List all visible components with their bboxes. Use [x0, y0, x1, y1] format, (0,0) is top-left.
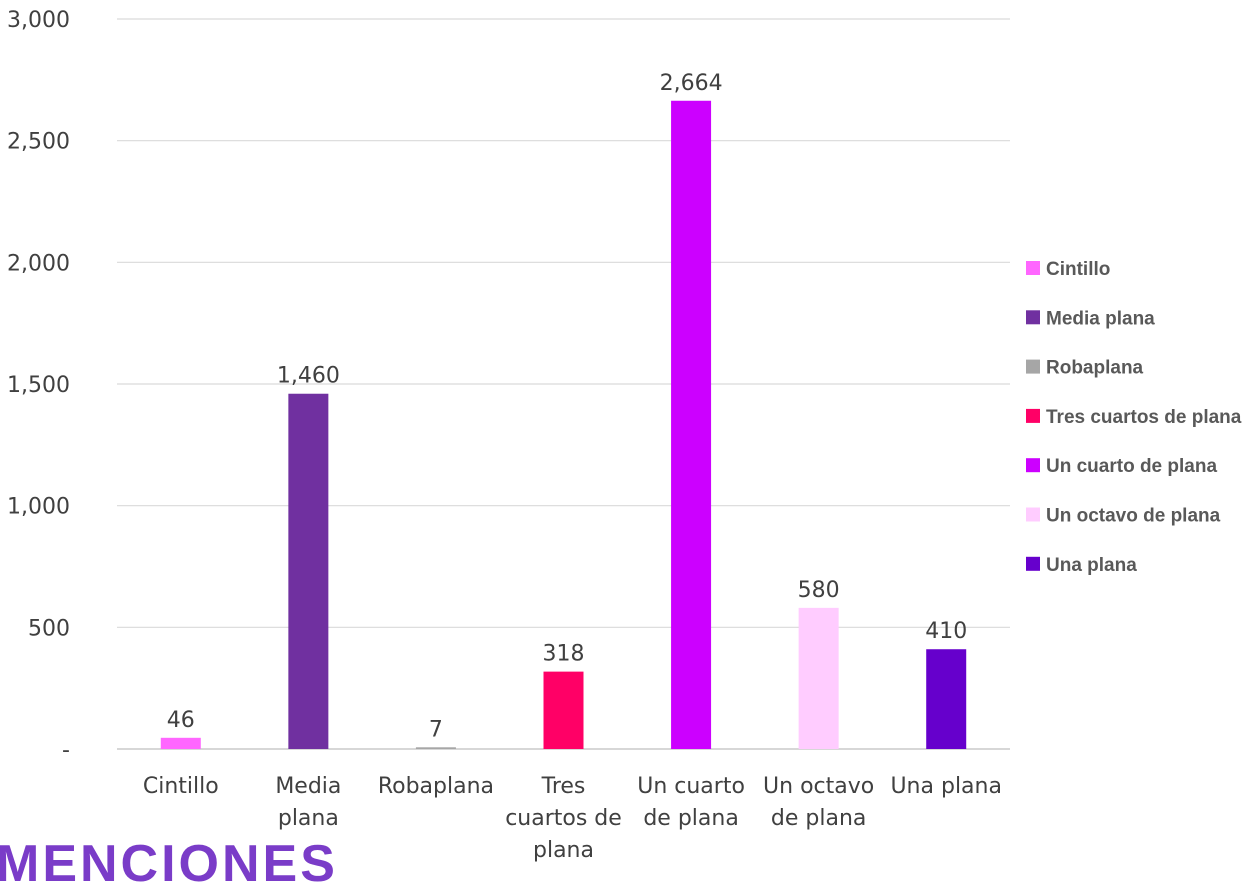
- legend-swatch: [1026, 556, 1040, 571]
- y-tick-label: 2,000: [7, 251, 70, 276]
- data-label: 2,664: [660, 71, 723, 96]
- x-tick-label: Una plana: [890, 774, 1002, 799]
- data-label: 410: [925, 619, 967, 644]
- legend-label: Tres cuartos de plana: [1046, 407, 1242, 428]
- legend-swatch: [1026, 408, 1040, 423]
- bar: [415, 747, 456, 749]
- x-tick-label: Robaplana: [378, 774, 494, 799]
- gridlines: [117, 18, 1010, 750]
- legend-label: Un octavo de plana: [1046, 506, 1221, 527]
- legend-swatch: [1026, 310, 1040, 325]
- bar: [160, 737, 201, 749]
- x-tick-label: Media plana: [275, 774, 341, 831]
- legend: Cintillo Media plana Robaplana Tres cuartos…: [1026, 259, 1242, 576]
- data-labels: 46 1,460 7 318 2,664 580 410: [167, 71, 967, 743]
- bars: [160, 100, 967, 749]
- bar: [798, 607, 839, 749]
- legend-item: Media plana: [1026, 308, 1155, 329]
- legend-label: Un cuarto de plana: [1046, 456, 1217, 477]
- y-tick-label: 500: [28, 616, 70, 641]
- legend-item: Cintillo: [1026, 259, 1110, 280]
- bar: [543, 671, 584, 749]
- legend-label: Cintillo: [1046, 259, 1110, 280]
- legend-item: Una plana: [1026, 555, 1137, 576]
- x-tick-label: Un cuarto de plana: [637, 774, 745, 831]
- data-label: 7: [429, 717, 443, 742]
- legend-swatch: [1026, 261, 1040, 275]
- legend-item: Un octavo de plana: [1026, 506, 1221, 527]
- data-label: 580: [798, 578, 840, 603]
- data-label: 318: [543, 642, 585, 667]
- y-tick-label: 1,500: [7, 373, 70, 398]
- x-tick-label: Cintillo: [143, 774, 219, 799]
- y-tick-label: 3,000: [7, 8, 70, 33]
- bar: [288, 393, 329, 749]
- y-tick-label: 2,500: [7, 130, 70, 155]
- legend-item: Tres cuartos de plana: [1026, 407, 1242, 428]
- x-axis-ticks: Cintillo Media plana Robaplana Tres cuartos d…: [143, 774, 1002, 863]
- legend-item: Robaplana: [1026, 358, 1144, 379]
- y-tick-label: 1,000: [7, 495, 70, 520]
- bar: [671, 100, 712, 749]
- legend-swatch: [1026, 458, 1040, 473]
- bar: [926, 649, 967, 749]
- footer-heading: MENCIONES: [0, 835, 338, 893]
- legend-swatch: [1026, 507, 1040, 522]
- legend-swatch: [1026, 359, 1040, 374]
- data-label: 1,460: [277, 364, 340, 389]
- legend-label: Robaplana: [1046, 358, 1144, 379]
- x-tick-label: Tres cuartos de plana: [505, 774, 622, 863]
- legend-item: Un cuarto de plana: [1026, 456, 1217, 477]
- legend-label: Una plana: [1046, 555, 1137, 576]
- x-tick-label: Un octavo de plana: [763, 774, 874, 831]
- y-axis-ticks: - 500 1,000 1,500 2,000 2,500 3,000: [7, 8, 70, 763]
- y-tick-label: -: [62, 738, 70, 763]
- data-label: 46: [167, 708, 195, 733]
- legend-label: Media plana: [1046, 308, 1155, 329]
- bar-chart: - 500 1,000 1,500 2,000 2,500 3,000 46 1,460 7 31…: [7, 8, 1242, 863]
